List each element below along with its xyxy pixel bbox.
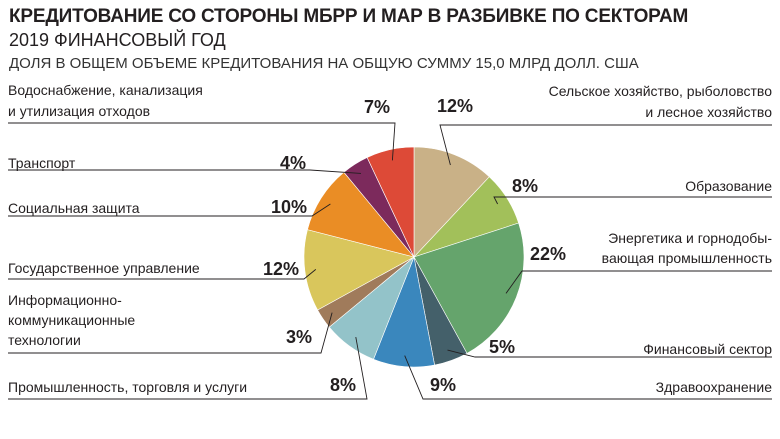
slice-value-label: 4% <box>280 153 306 173</box>
slice-value-label: 9% <box>430 375 456 395</box>
slice-value-label: 8% <box>330 375 356 395</box>
chart-note: ДОЛЯ В ОБЩЕМ ОБЪЕМЕ КРЕДИТОВАНИЯ НА ОБЩУ… <box>9 55 639 72</box>
slice-category-label: Информационно- <box>8 292 122 308</box>
slice-category-label: коммуникационные <box>8 312 135 328</box>
leader-line <box>404 355 772 400</box>
slice-value-label: 12% <box>437 96 473 116</box>
leader-line <box>439 124 772 166</box>
leader-line <box>8 337 368 400</box>
chart-title: КРЕДИТОВАНИЕ СО СТОРОНЫ МБРР И МАР В РАЗ… <box>9 6 689 27</box>
slice-category-label: Финансовый сектор <box>643 341 772 357</box>
slice-category-label: Транспорт <box>8 155 76 171</box>
slice-category-label: Промышленность, торговля и услуги <box>8 379 247 395</box>
pie-slice <box>413 146 490 258</box>
slice-category-label: и утилизация отходов <box>8 103 150 119</box>
pie-slice <box>413 222 525 354</box>
leader-line <box>8 312 333 354</box>
slice-value-label: 3% <box>286 327 312 347</box>
slice-value-label: 10% <box>271 197 307 217</box>
slice-category-label: Социальная защита <box>8 200 140 216</box>
pie-slice <box>303 229 415 311</box>
leader-line <box>8 203 331 217</box>
leader-line <box>8 122 396 161</box>
chart-subtitle: 2019 ФИНАНСОВЫЙ ГОД <box>9 30 226 50</box>
slice-value-label: 5% <box>489 337 515 357</box>
slice-category-label: Здравоохранение <box>656 379 773 395</box>
slice-category-label: технологии <box>8 332 81 348</box>
slice-category-label: Энергетика и горнодобы- <box>608 230 772 246</box>
slice-category-label: Сельское хозяйство, рыболовство <box>549 83 773 99</box>
pie-slice <box>366 146 415 258</box>
leader-line <box>505 270 772 294</box>
leader-line <box>8 169 362 174</box>
slice-value-label: 12% <box>263 259 299 279</box>
leader-line <box>493 196 772 205</box>
leader-line <box>447 349 772 358</box>
slice-value-label: 8% <box>512 176 538 196</box>
slice-category-label: и лесное хозяйство <box>645 104 772 120</box>
slice-category-label: Водоснабжение, канализация <box>8 82 203 98</box>
slice-value-label: 7% <box>364 97 390 117</box>
slice-value-label: 22% <box>530 244 566 264</box>
leader-line <box>8 269 317 280</box>
slice-category-label: Государственное управление <box>8 260 200 276</box>
slice-category-label: Образование <box>685 178 772 194</box>
slice-category-label: вающая промышленность <box>602 250 772 266</box>
